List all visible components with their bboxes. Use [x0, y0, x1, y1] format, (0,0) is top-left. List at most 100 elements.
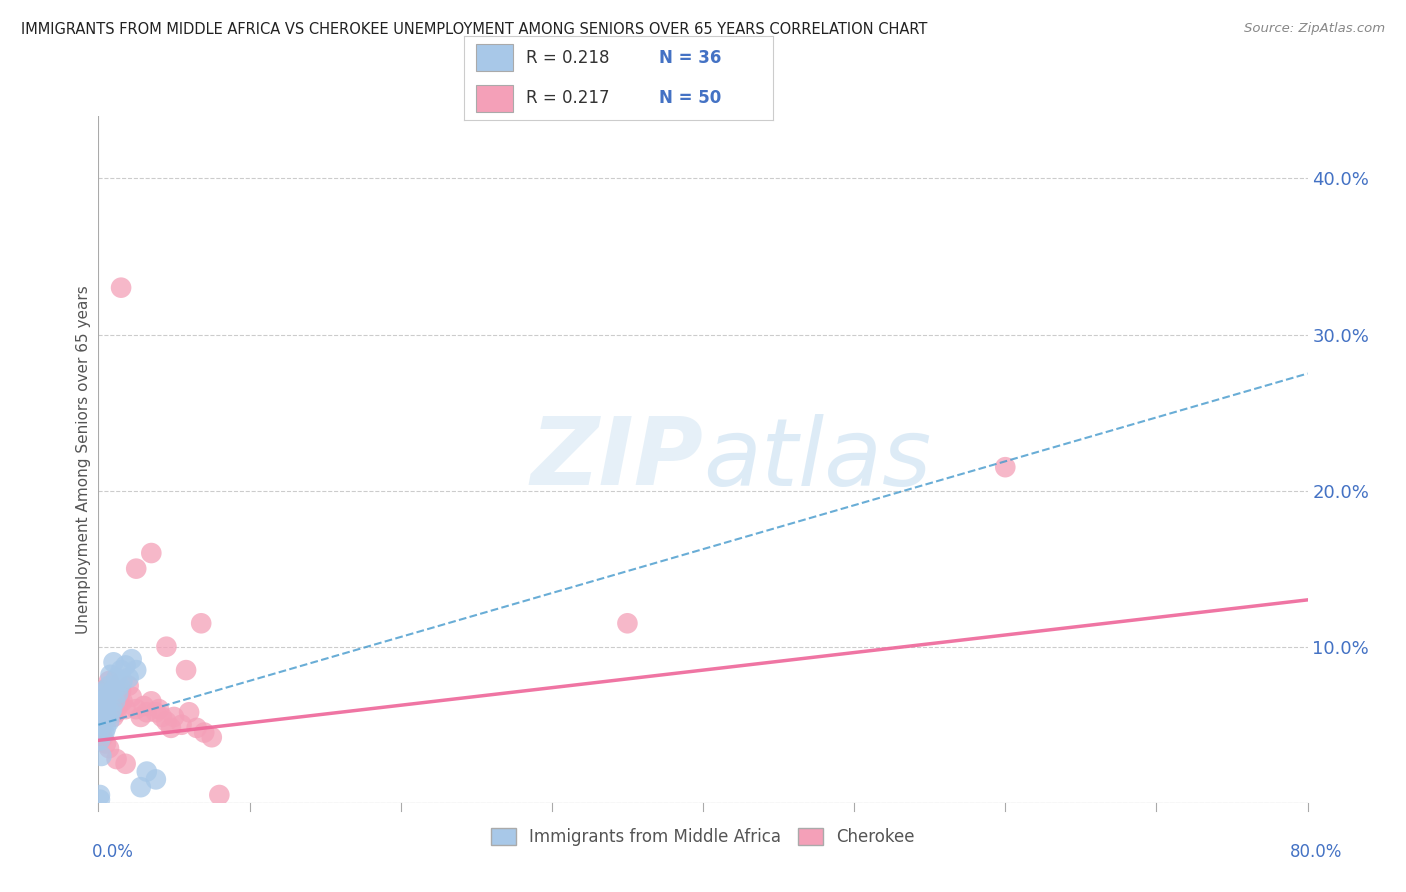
Text: N = 36: N = 36: [659, 49, 721, 67]
Point: [103, 655, 125, 669]
Text: R = 0.218: R = 0.218: [526, 49, 609, 67]
Point: [105, 671, 128, 685]
Point: [121, 690, 143, 704]
Point: [91, 687, 114, 701]
Point: [148, 702, 170, 716]
Point: [93, 725, 115, 739]
Point: [100, 699, 122, 714]
Text: IMMIGRANTS FROM MIDDLE AFRICA VS CHEROKEE UNEMPLOYMENT AMONG SENIORS OVER 65 YEA: IMMIGRANTS FROM MIDDLE AFRICA VS CHEROKE…: [21, 22, 928, 37]
Point: [104, 687, 127, 701]
Point: [121, 652, 143, 666]
Point: [179, 705, 201, 719]
Point: [105, 705, 128, 719]
Point: [100, 667, 122, 681]
Point: [125, 702, 148, 716]
Text: N = 50: N = 50: [659, 89, 721, 107]
Point: [616, 616, 638, 631]
Point: [94, 690, 117, 704]
Point: [89, 788, 111, 802]
Point: [103, 710, 125, 724]
Point: [107, 687, 129, 701]
Point: [98, 714, 121, 729]
Point: [129, 710, 152, 724]
Point: [90, 710, 112, 724]
Point: [145, 705, 167, 719]
Point: [155, 640, 177, 654]
Text: 80.0%: 80.0%: [1291, 843, 1343, 861]
Point: [90, 749, 112, 764]
Text: 0.0%: 0.0%: [91, 843, 134, 861]
Text: ZIP: ZIP: [530, 413, 703, 506]
Point: [93, 683, 115, 698]
Point: [110, 683, 132, 698]
Point: [114, 756, 136, 771]
Point: [110, 280, 132, 294]
Point: [96, 710, 118, 724]
Point: [101, 702, 124, 716]
Point: [94, 699, 117, 714]
FancyBboxPatch shape: [477, 85, 513, 112]
Point: [91, 717, 114, 731]
Point: [160, 721, 183, 735]
Point: [132, 699, 155, 714]
Point: [141, 546, 163, 560]
Point: [193, 725, 215, 739]
Point: [108, 679, 131, 693]
Point: [190, 616, 212, 631]
Text: Source: ZipAtlas.com: Source: ZipAtlas.com: [1244, 22, 1385, 36]
Point: [186, 721, 208, 735]
Point: [111, 674, 134, 689]
Point: [125, 663, 148, 677]
Text: R = 0.217: R = 0.217: [526, 89, 609, 107]
Point: [90, 721, 112, 735]
Point: [91, 730, 114, 744]
Point: [108, 690, 131, 704]
Point: [141, 694, 163, 708]
Point: [96, 710, 118, 724]
Point: [118, 671, 141, 685]
Point: [135, 764, 157, 779]
Point: [170, 717, 193, 731]
Text: atlas: atlas: [703, 414, 931, 505]
Point: [114, 702, 136, 716]
Point: [93, 705, 115, 719]
Point: [994, 460, 1017, 475]
Point: [96, 690, 118, 704]
Point: [135, 705, 157, 719]
Point: [114, 658, 136, 673]
Point: [98, 741, 121, 756]
Point: [89, 717, 111, 731]
Point: [94, 737, 117, 751]
Point: [94, 721, 117, 735]
Point: [129, 780, 152, 795]
Point: [208, 788, 231, 802]
Point: [91, 702, 114, 716]
Point: [150, 710, 173, 724]
Point: [100, 705, 122, 719]
Point: [163, 710, 186, 724]
Point: [103, 683, 125, 698]
FancyBboxPatch shape: [477, 45, 513, 71]
Point: [125, 562, 148, 576]
Point: [91, 683, 114, 698]
Point: [155, 714, 177, 729]
Point: [104, 694, 127, 708]
Y-axis label: Unemployment Among Seniors over 65 years: Unemployment Among Seniors over 65 years: [76, 285, 91, 633]
Point: [101, 694, 124, 708]
Point: [111, 694, 134, 708]
Point: [98, 679, 121, 693]
Point: [107, 699, 129, 714]
Point: [93, 705, 115, 719]
Point: [174, 663, 197, 677]
Point: [201, 730, 224, 744]
Point: [98, 674, 121, 689]
Point: [110, 663, 132, 677]
Point: [89, 733, 111, 747]
Legend: Immigrants from Middle Africa, Cherokee: Immigrants from Middle Africa, Cherokee: [485, 822, 921, 853]
Point: [90, 702, 112, 716]
Point: [105, 752, 128, 766]
Point: [90, 694, 112, 708]
Point: [118, 679, 141, 693]
Point: [145, 772, 167, 787]
Point: [89, 793, 111, 807]
